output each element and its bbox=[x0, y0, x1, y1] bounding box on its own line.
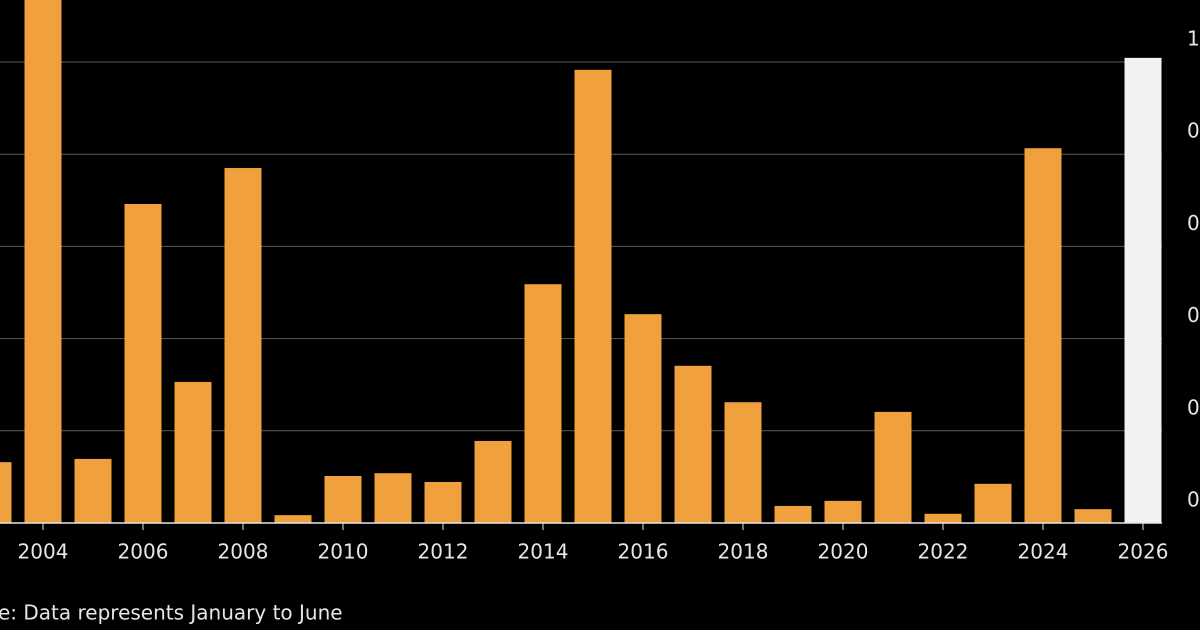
y-tick-label: 0 bbox=[1187, 488, 1200, 512]
x-tick-label: 2022 bbox=[918, 540, 969, 564]
bar bbox=[424, 481, 462, 523]
bar bbox=[824, 500, 862, 523]
bar bbox=[374, 473, 412, 523]
bar bbox=[1124, 57, 1162, 523]
bar bbox=[24, 0, 62, 524]
y-tick-label: 0 bbox=[1187, 211, 1200, 235]
bar bbox=[924, 513, 962, 523]
bar bbox=[324, 475, 362, 523]
y-tick-label: 1 bbox=[1187, 27, 1200, 51]
bar bbox=[174, 381, 212, 523]
x-tick-label: 2014 bbox=[518, 540, 569, 564]
y-tick-label: 0 bbox=[1187, 303, 1200, 327]
bar bbox=[724, 402, 762, 523]
bar bbox=[974, 483, 1012, 523]
x-tick-label: 2024 bbox=[1018, 540, 1069, 564]
bar bbox=[624, 314, 662, 523]
x-tick-label: 2004 bbox=[18, 540, 69, 564]
bar bbox=[1074, 509, 1112, 523]
bar bbox=[124, 203, 162, 523]
y-tick-label: 0 bbox=[1187, 395, 1200, 419]
x-tick-label: 2008 bbox=[218, 540, 269, 564]
bar bbox=[524, 284, 562, 523]
x-tick-label: 2018 bbox=[718, 540, 769, 564]
y-tick-label: 0 bbox=[1187, 119, 1200, 143]
x-tick-label: 2010 bbox=[318, 540, 369, 564]
bar bbox=[274, 515, 312, 523]
x-tick-label: 2006 bbox=[118, 540, 169, 564]
bar bbox=[74, 458, 112, 523]
bar bbox=[1024, 148, 1062, 523]
footnote: e: Data represents January to June bbox=[0, 601, 343, 625]
bar bbox=[0, 462, 12, 523]
x-tick-label: 2016 bbox=[618, 540, 669, 564]
x-tick-label: 2012 bbox=[418, 540, 469, 564]
bar bbox=[874, 411, 912, 523]
bar bbox=[224, 168, 262, 523]
x-tick-label: 2020 bbox=[818, 540, 869, 564]
bar bbox=[674, 365, 712, 523]
bar bbox=[574, 69, 612, 523]
bar bbox=[474, 440, 512, 523]
x-tick-label: 2026 bbox=[1118, 540, 1169, 564]
bar bbox=[774, 505, 812, 523]
